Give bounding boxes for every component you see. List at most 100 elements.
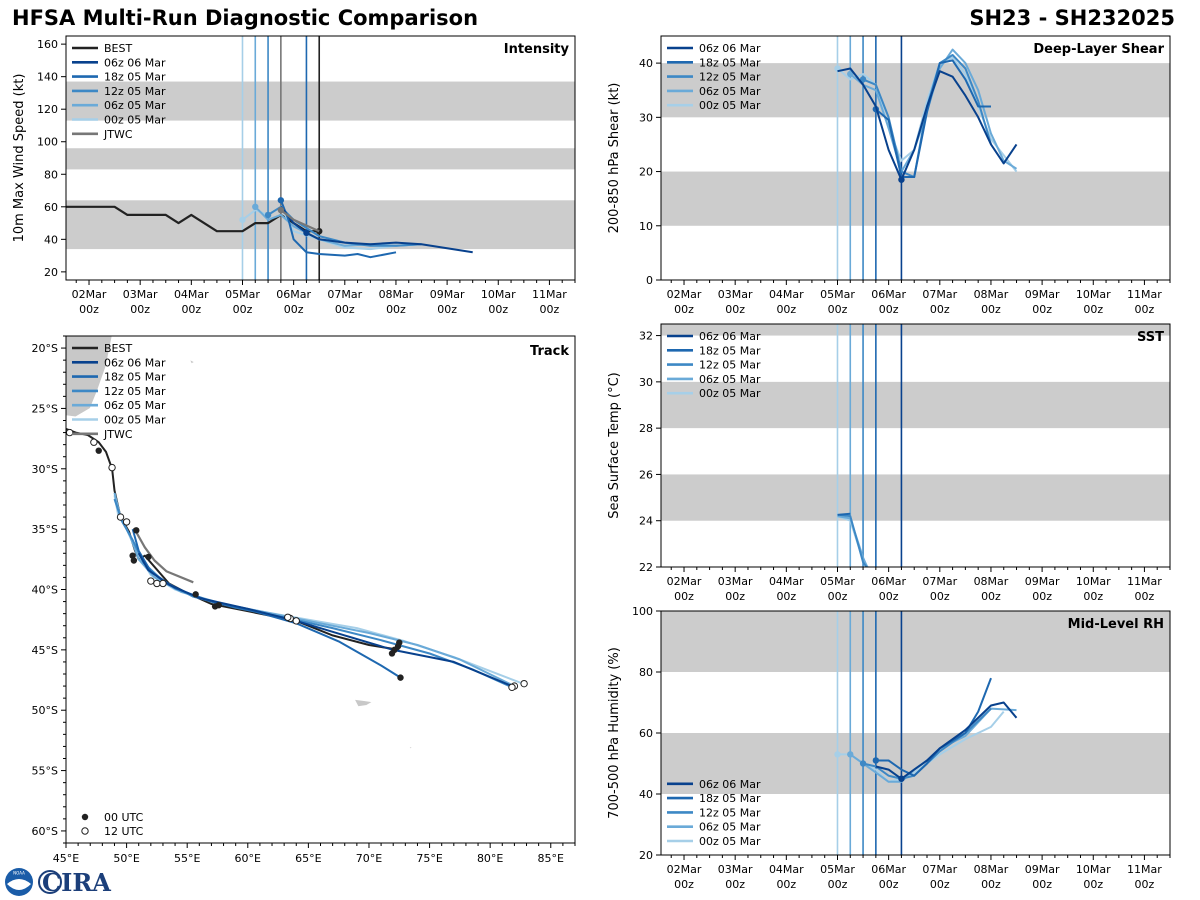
band-1 (66, 148, 575, 170)
x-tick-label-line: 02Mar (72, 288, 107, 301)
track-point-12utc-best-4 (122, 518, 131, 526)
legend-label-18z-05-mar: 18z 05 Mar (104, 371, 166, 384)
legend-label-jtwc: JTWC (103, 428, 133, 441)
plot-area-sst (661, 324, 1170, 567)
noaa-logo-icon: NOAA (5, 868, 33, 896)
x-tick-label-line: 00z (1135, 590, 1155, 603)
y-tick-label: 160 (37, 38, 58, 51)
x-tick-label-line: 00z (776, 303, 796, 316)
legend-label-00z-05-mar: 00z 05 Mar (104, 114, 166, 127)
x-tick-label: 08Mar 00z (974, 863, 1009, 891)
x-tick-label-line: 00z (981, 590, 1001, 603)
x-tick-label-line: 00z (181, 303, 201, 316)
x-tick-label: 03Mar 00z (718, 863, 753, 891)
x-tick-label: 10Mar 00z (481, 288, 516, 316)
legend-label-best: BEST (104, 42, 132, 55)
y-tick-label: 40 (639, 57, 653, 70)
series-marker-06z-05-mar-0 (847, 751, 854, 758)
legend-label-12z-05-mar: 12z 05 Mar (699, 71, 761, 84)
lon-tick-label: 50°E (113, 852, 139, 865)
track-point-12utc-best-1 (90, 438, 98, 446)
x-tick-label-line: 03Mar (718, 575, 753, 588)
x-tick-label-line: 00z (233, 303, 253, 316)
legend-label-18z-05-mar: 18z 05 Mar (699, 792, 761, 805)
track-point-12utc-best-0 (66, 428, 74, 437)
legend-label-12z-05-mar: 12z 05 Mar (104, 85, 166, 98)
figure-title: HFSA Multi-Run Diagnostic Comparison (12, 6, 479, 30)
x-tick-label-line: 04Mar (174, 288, 209, 301)
legend-marker-00utc (81, 813, 89, 821)
series-marker-12z-05-mar-0 (859, 76, 867, 83)
legend-label-06z-05-mar: 06z 05 Mar (699, 373, 761, 386)
x-tick-label-line: 02Mar (667, 575, 702, 588)
x-tick-label-line: 00z (284, 303, 304, 316)
x-tick-label: 02Mar 00z (667, 575, 702, 603)
lon-tick-label: 45°E (53, 852, 79, 865)
x-tick-label: 07Mar 00z (922, 863, 957, 891)
panel-shear: 0 10 20 30 40 02Mar 00z 03Mar 00z 04Mar 00z 05Mar 00… (607, 35, 1171, 316)
plot-area-shear (661, 36, 1170, 280)
band-1 (661, 611, 1170, 672)
panel-track: 45°E 50°E 55°E 60°E 65°E 70°E 75°E 80°E 85°E 20°S… (32, 335, 576, 865)
x-tick-label-line: 04Mar (769, 863, 804, 876)
x-tick-label: 08Mar 00z (974, 575, 1009, 603)
x-tick-label-line: 00z (776, 590, 796, 603)
band-0 (661, 171, 1170, 226)
y-tick-label: 24 (639, 515, 653, 528)
y-tick-label: 60 (639, 727, 653, 740)
x-tick-label-line: 10Mar (1076, 575, 1111, 588)
x-tick-label-line: 00z (437, 303, 457, 316)
track-point-00utc-best-1 (129, 552, 136, 559)
series-marker-00z-05-mar-0 (239, 216, 246, 224)
x-tick-label-line: 00z (335, 303, 355, 316)
series-marker-06z-05-mar-0 (847, 70, 854, 78)
legend-label-00z-05-mar: 00z 05 Mar (699, 99, 761, 112)
x-tick-label-line: 06Mar (871, 288, 906, 301)
land-heard (408, 745, 414, 750)
x-tick-label-line: 00z (930, 303, 950, 316)
legend-label-06z-05-mar: 06z 05 Mar (104, 99, 166, 112)
series-line-06z-06-mar (280, 206, 473, 254)
band-2 (661, 324, 1170, 336)
y-tick-label: 80 (44, 168, 58, 181)
lat-tick-label: 20°S (32, 342, 58, 355)
axes-frame (65, 35, 576, 281)
series-marker-18z-05-mar-0 (872, 757, 880, 764)
y-tick-label: 10 (639, 220, 653, 233)
panel-title: SST (1137, 330, 1164, 345)
x-tick-label-line: 05Mar (820, 863, 855, 876)
x-tick-label-line: 07Mar (922, 863, 957, 876)
x-tick-label-line: 03Mar (718, 863, 753, 876)
y-tick-label: 20 (44, 266, 58, 279)
track-point-12utc-best-2 (108, 463, 116, 472)
legend-label-12z-05-mar: 12z 05 Mar (104, 385, 166, 398)
legend-marker-12utc (81, 827, 89, 835)
x-tick-label: 08Mar 00z (974, 288, 1009, 316)
x-tick-label: 04Mar 00z (769, 863, 804, 891)
x-tick-label-line: 08Mar (974, 575, 1009, 588)
x-tick-label: 04Mar 00z (174, 288, 209, 316)
x-tick-label-line: 05Mar (225, 288, 260, 301)
x-tick-label: 05Mar 00z (820, 288, 855, 316)
series-marker-06z-06-mar-0 (898, 176, 905, 183)
x-tick-label: 05Mar 00z (820, 575, 855, 603)
track-line-18z-05-mar (131, 528, 402, 679)
x-tick-label: 11Mar 00z (1127, 575, 1162, 603)
x-tick-label-line: 11Mar (532, 288, 567, 301)
axes-frame (660, 35, 1171, 281)
y-tick-label: 120 (37, 103, 58, 116)
band-1 (661, 381, 1170, 429)
x-tick-label-line: 00z (930, 878, 950, 891)
x-tick-label-line: 00z (981, 878, 1001, 891)
x-tick-label: 05Mar 00z (225, 288, 260, 316)
x-tick-label-line: 05Mar (820, 575, 855, 588)
track-point-00utc-best-11 (397, 674, 404, 681)
legend-label-00z-05-mar: 00z 05 Mar (699, 835, 761, 848)
lat-tick-label: 50°S (32, 704, 58, 717)
panel-title: Intensity (504, 42, 570, 57)
legend-label-00z-05-mar: 00z 05 Mar (104, 414, 166, 427)
panel-title: Deep-Layer Shear (1033, 42, 1164, 57)
x-tick-label-line: 11Mar (1127, 863, 1162, 876)
legend-label-06z-06-mar: 06z 06 Mar (699, 330, 761, 343)
